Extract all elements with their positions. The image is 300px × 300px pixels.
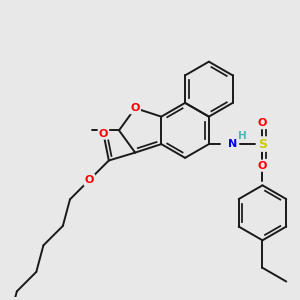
Text: O: O xyxy=(130,103,140,113)
Text: H: H xyxy=(238,131,246,141)
Text: S: S xyxy=(258,138,267,151)
Text: O: O xyxy=(85,175,94,185)
Text: O: O xyxy=(258,118,267,128)
Text: O: O xyxy=(99,129,108,139)
Text: O: O xyxy=(258,161,267,171)
Text: N: N xyxy=(228,139,237,149)
